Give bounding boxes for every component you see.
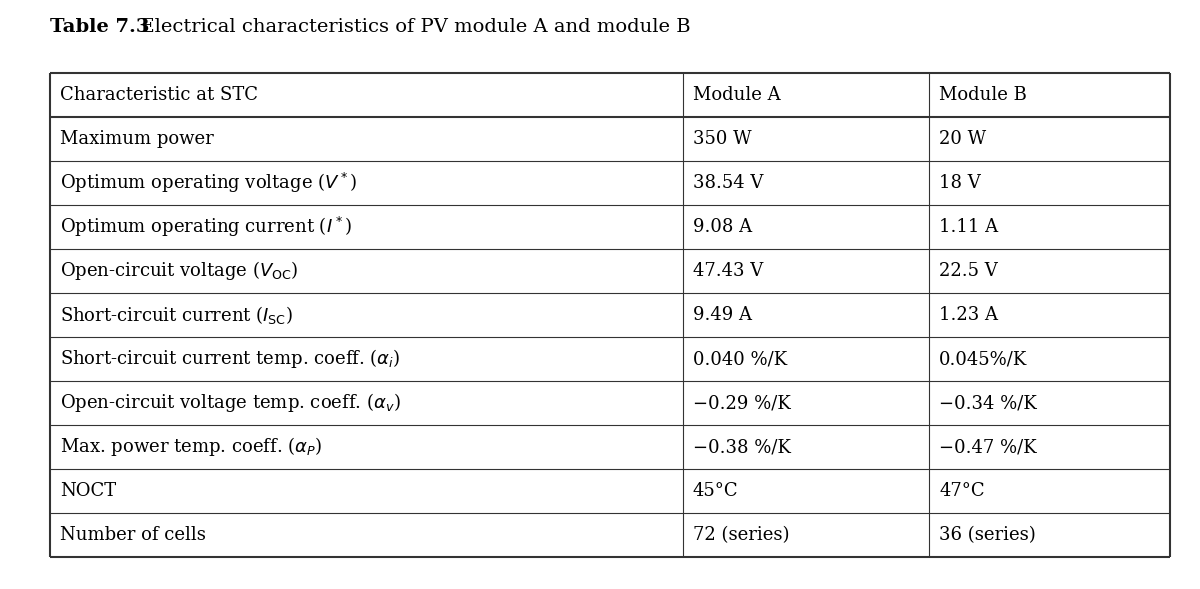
Text: 350 W: 350 W: [692, 130, 751, 148]
Text: 1.11 A: 1.11 A: [940, 218, 998, 236]
Text: Module B: Module B: [940, 86, 1027, 104]
Text: 20 W: 20 W: [940, 130, 986, 148]
Text: 72 (series): 72 (series): [692, 526, 790, 544]
Text: 38.54 V: 38.54 V: [692, 174, 763, 192]
Text: 47.43 V: 47.43 V: [692, 262, 763, 280]
Text: Short-circuit current ($I_{\mathrm{SC}}$): Short-circuit current ($I_{\mathrm{SC}}$…: [60, 304, 293, 326]
Text: Maximum power: Maximum power: [60, 130, 214, 148]
Text: 1.23 A: 1.23 A: [940, 306, 998, 324]
Text: Module A: Module A: [692, 86, 780, 104]
Text: Electrical characteristics of PV module A and module B: Electrical characteristics of PV module …: [128, 18, 691, 36]
Text: Number of cells: Number of cells: [60, 526, 206, 544]
Text: −0.47 %/K: −0.47 %/K: [940, 438, 1037, 456]
Text: NOCT: NOCT: [60, 482, 116, 500]
Text: 45°C: 45°C: [692, 482, 738, 500]
Text: −0.29 %/K: −0.29 %/K: [692, 394, 791, 412]
Text: 22.5 V: 22.5 V: [940, 262, 998, 280]
Text: 36 (series): 36 (series): [940, 526, 1036, 544]
Text: 0.045%/K: 0.045%/K: [940, 350, 1027, 368]
Text: 47°C: 47°C: [940, 482, 985, 500]
Text: 9.08 A: 9.08 A: [692, 218, 752, 236]
Text: Max. power temp. coeff. ($\alpha_P$): Max. power temp. coeff. ($\alpha_P$): [60, 435, 323, 458]
Text: Open-circuit voltage ($V_{\mathrm{OC}}$): Open-circuit voltage ($V_{\mathrm{OC}}$): [60, 260, 299, 283]
Text: Open-circuit voltage temp. coeff. ($\alpha_v$): Open-circuit voltage temp. coeff. ($\alp…: [60, 392, 401, 415]
Text: Optimum operating current ($I^*$): Optimum operating current ($I^*$): [60, 215, 352, 239]
Text: 9.49 A: 9.49 A: [692, 306, 751, 324]
Text: −0.38 %/K: −0.38 %/K: [692, 438, 791, 456]
Text: 0.040 %/K: 0.040 %/K: [692, 350, 787, 368]
Text: Characteristic at STC: Characteristic at STC: [60, 86, 258, 104]
Text: 18 V: 18 V: [940, 174, 980, 192]
Text: −0.34 %/K: −0.34 %/K: [940, 394, 1037, 412]
Text: Short-circuit current temp. coeff. ($\alpha_i$): Short-circuit current temp. coeff. ($\al…: [60, 348, 401, 370]
Text: Optimum operating voltage ($V^*$): Optimum operating voltage ($V^*$): [60, 171, 358, 195]
Text: Table 7.3: Table 7.3: [50, 18, 150, 36]
